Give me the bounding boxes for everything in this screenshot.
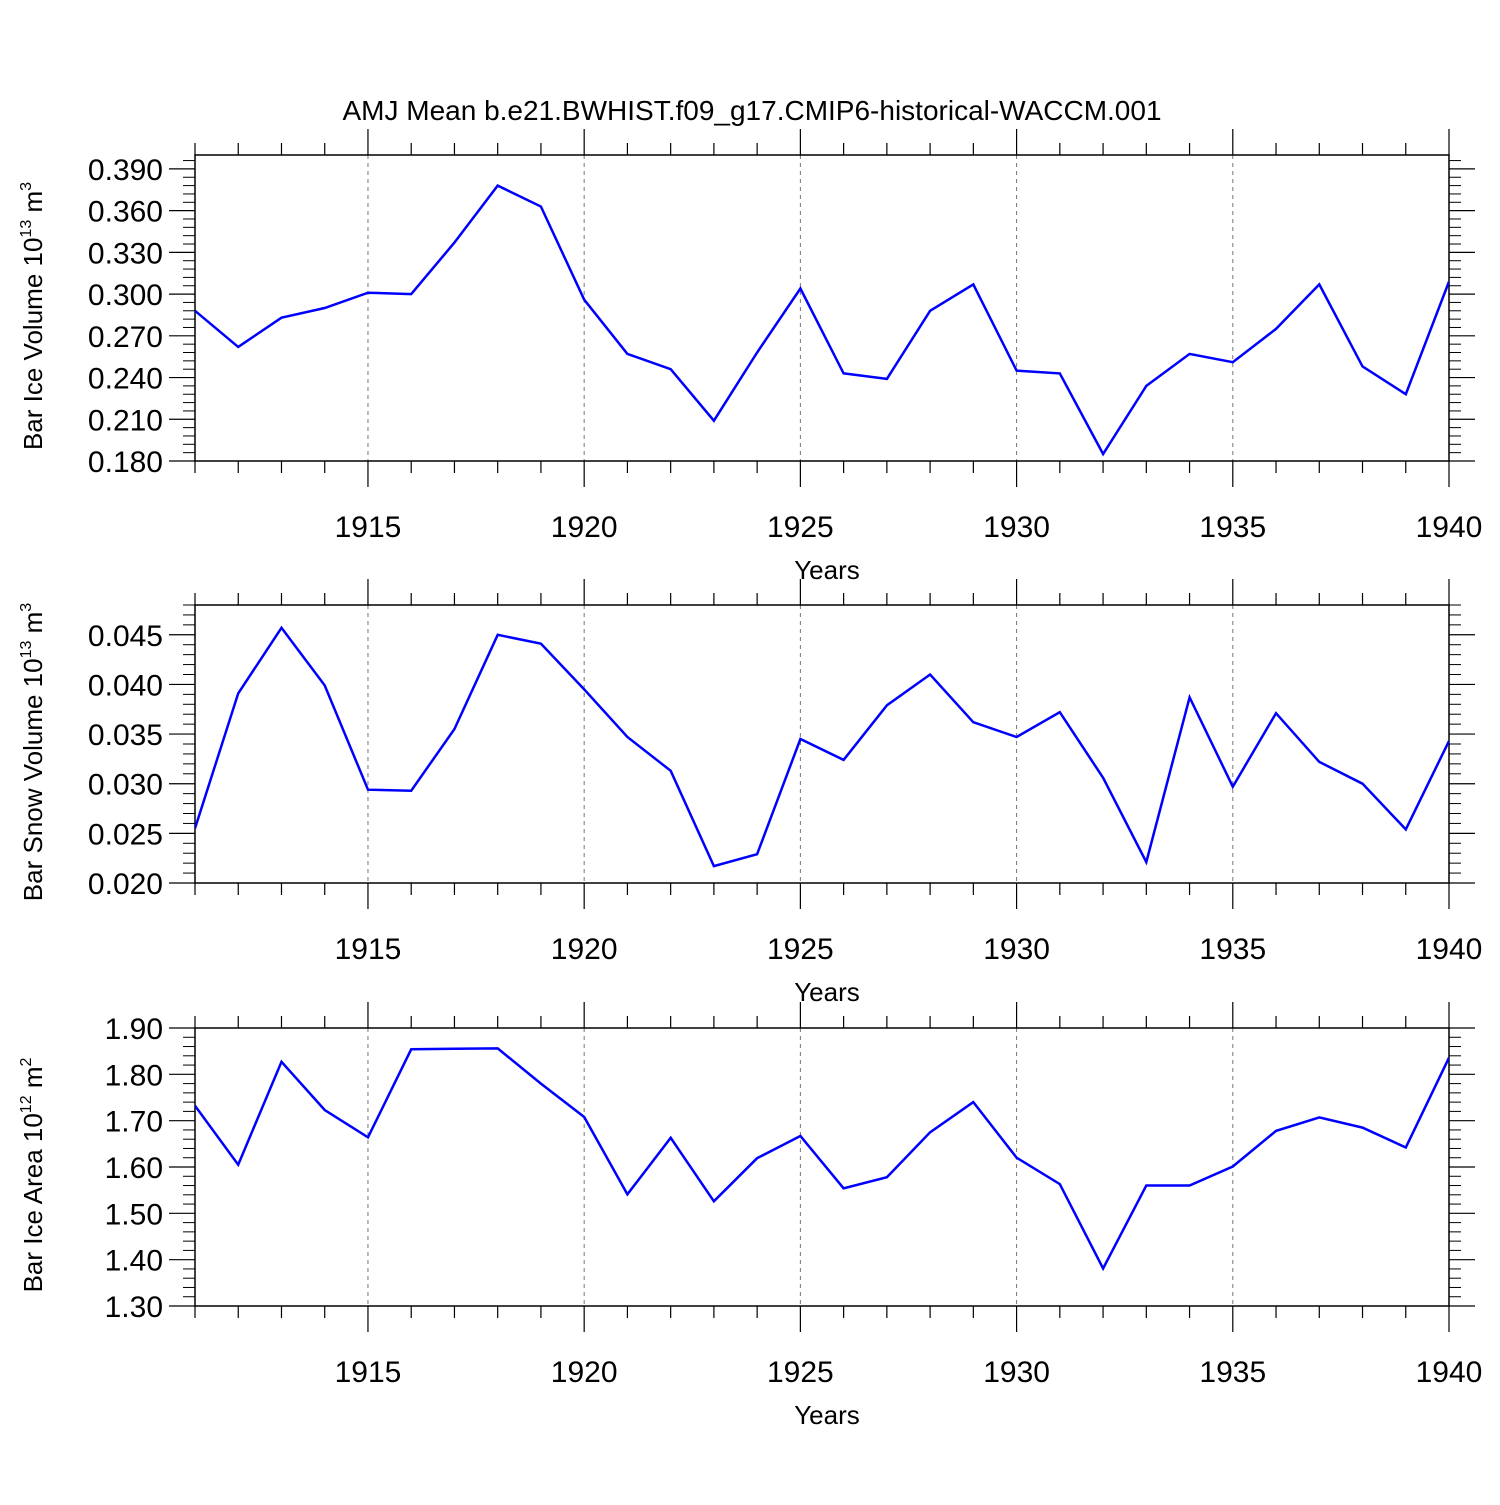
plot-frame: [194, 604, 1450, 884]
series-line: [195, 625, 1449, 868]
y-axis-label-unit-exponent: 3: [18, 182, 35, 191]
x-tick-label: 1920: [551, 511, 618, 544]
y-tick-label: 0.035: [88, 719, 163, 752]
y-tick-label: 0.300: [88, 279, 163, 312]
x-tick-label: 1925: [767, 1356, 834, 1389]
y-axis-label-main: Bar Ice Area 10: [18, 1113, 48, 1292]
x-tick-label: 1940: [1416, 511, 1483, 544]
y-tick-label: 1.70: [105, 1106, 163, 1139]
y-tick-label: 0.270: [88, 321, 163, 354]
series-line: [195, 1047, 1449, 1272]
x-tick-label: 1920: [551, 933, 618, 966]
panel-1: 1915 1920 1925 1930 1935 1940 0.180 0.210 0.240 0…: [18, 129, 1482, 585]
y-tick-label: 1.60: [105, 1152, 163, 1185]
panel-3: 1915 1920 1925 1930 1935 1940 1.30 1.40 1.50 1.60…: [18, 1002, 1482, 1430]
y-axis-label-unit-exponent: 2: [18, 1057, 35, 1066]
x-tick-label: 1930: [983, 933, 1050, 966]
y-tick-label: 0.210: [88, 404, 163, 437]
y-tick-label: 1.40: [105, 1245, 163, 1278]
x-tick-label: 1925: [767, 511, 834, 544]
y-tick-label: 0.020: [88, 868, 163, 901]
y-axis-label-unit: m: [18, 612, 48, 641]
x-tick-label: 1930: [983, 511, 1050, 544]
y-tick-label: 0.240: [88, 363, 163, 396]
x-tick-label: 1915: [335, 933, 402, 966]
x-tick-label: 1935: [1199, 511, 1266, 544]
y-axis-label: Bar Ice Area 1012 m2: [18, 1057, 48, 1292]
x-tick-label: 1935: [1199, 933, 1266, 966]
x-tick-label: 1915: [335, 511, 402, 544]
y-tick-label: 0.390: [88, 154, 163, 187]
x-tick-label: 1940: [1416, 933, 1483, 966]
y-axis-label-exponent: 13: [18, 640, 35, 658]
y-tick-label: 1.80: [105, 1059, 163, 1092]
panel-2: 1915 1920 1925 1930 1935 1940 0.020 0.025 0.030 0…: [18, 579, 1482, 1007]
x-tick-label: 1915: [335, 1356, 402, 1389]
x-axis-label: Years: [794, 1400, 860, 1430]
y-axis-label-exponent: 12: [18, 1095, 35, 1113]
y-axis-label-main: Bar Ice Volume 10: [18, 238, 48, 450]
x-tick-label: 1940: [1416, 1356, 1483, 1389]
y-axis-label-main: Bar Snow Volume 10: [18, 658, 48, 901]
x-axis-label: Years: [794, 555, 860, 585]
y-axis-label-unit: m: [18, 191, 48, 220]
y-tick-label: 1.90: [105, 1013, 163, 1046]
y-axis-label-unit-exponent: 3: [18, 603, 35, 612]
y-tick-label: 0.045: [88, 620, 163, 653]
plot-frame: [194, 1027, 1450, 1307]
series-line: [195, 184, 1449, 457]
y-axis-label-unit: m: [18, 1066, 48, 1095]
y-tick-label: 0.360: [88, 196, 163, 229]
plot-frame: [194, 154, 1450, 462]
y-axis-label: Bar Ice Volume 1013 m3: [18, 182, 48, 450]
y-tick-label: 0.330: [88, 237, 163, 270]
y-tick-label: 1.50: [105, 1198, 163, 1231]
y-axis-label-exponent: 13: [18, 220, 35, 238]
chart-title: AMJ Mean b.e21.BWHIST.f09_g17.CMIP6-hist…: [342, 95, 1161, 126]
y-tick-label: 0.040: [88, 669, 163, 702]
y-tick-label: 1.30: [105, 1291, 163, 1324]
y-axis-label: Bar Snow Volume 1013 m3: [18, 603, 48, 902]
x-tick-label: 1925: [767, 933, 834, 966]
x-tick-label: 1920: [551, 1356, 618, 1389]
x-tick-label: 1930: [983, 1356, 1050, 1389]
y-tick-label: 0.030: [88, 769, 163, 802]
x-axis-label: Years: [794, 977, 860, 1007]
y-tick-label: 0.180: [88, 446, 163, 479]
y-tick-label: 0.025: [88, 818, 163, 851]
x-tick-label: 1935: [1199, 1356, 1266, 1389]
